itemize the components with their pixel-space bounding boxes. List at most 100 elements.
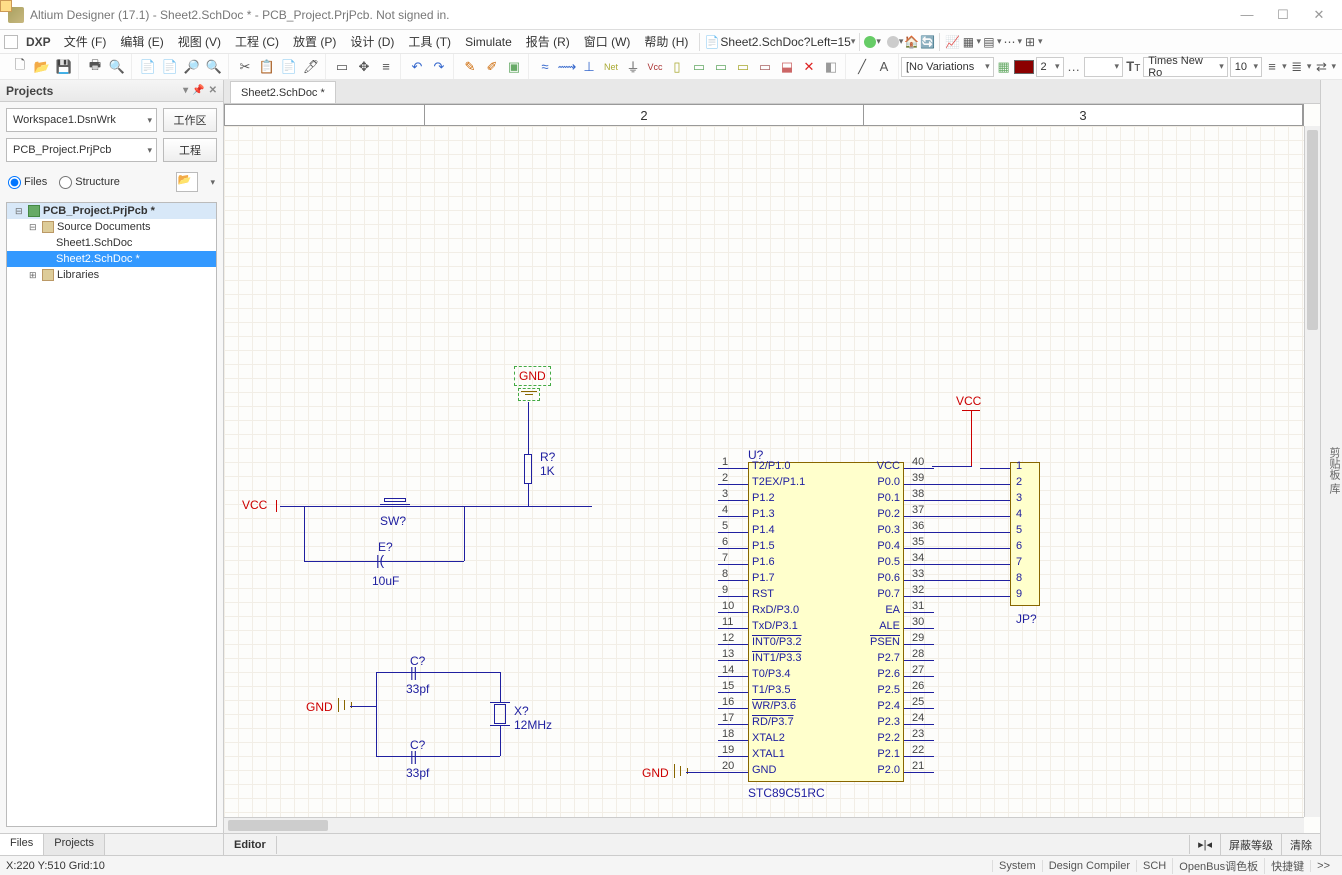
bus-icon[interactable]: ⟿: [557, 57, 577, 77]
more-icon[interactable]: ⋯: [1002, 34, 1018, 50]
stamp-icon[interactable]: 🖊: [301, 57, 321, 77]
project-button[interactable]: 工程: [163, 138, 217, 162]
status-shortcuts[interactable]: 快捷键: [1264, 858, 1310, 874]
editor-tab[interactable]: Editor: [224, 836, 277, 854]
refresh-icon[interactable]: 🔄: [919, 34, 935, 50]
clear-button[interactable]: 清除: [1281, 834, 1320, 856]
t3-icon[interactable]: ▣: [504, 57, 524, 77]
new-icon[interactable]: 🗋: [10, 57, 30, 77]
right-dock-strip[interactable]: 剪贴板 库: [1320, 80, 1342, 855]
doc1-icon[interactable]: 📄: [138, 57, 158, 77]
panel-tab-files[interactable]: Files: [0, 834, 44, 855]
panel-close-icon[interactable]: ✕: [209, 85, 217, 96]
vertical-scrollbar[interactable]: [1304, 126, 1320, 817]
lbl-net-icon[interactable]: Net: [601, 57, 621, 77]
vcc-top-label[interactable]: VCC: [956, 394, 981, 408]
select-icon[interactable]: ▭: [332, 57, 352, 77]
crystal[interactable]: [494, 704, 506, 724]
menu-project[interactable]: 工程 (C): [228, 33, 286, 50]
sheet-icon[interactable]: ▭: [689, 57, 709, 77]
empty-combo[interactable]: [1084, 57, 1123, 77]
part-icon[interactable]: ▯: [667, 57, 687, 77]
vcc-label-left[interactable]: VCC: [242, 498, 267, 512]
t1-icon[interactable]: ✎: [460, 57, 480, 77]
cut-icon[interactable]: ✂: [235, 57, 255, 77]
spacing-icon[interactable]: ⇄: [1313, 57, 1329, 77]
line-icon[interactable]: ╱: [852, 57, 872, 77]
p3-icon[interactable]: ◧: [821, 57, 841, 77]
chart-icon[interactable]: 📈: [944, 34, 960, 50]
fontsize-combo[interactable]: 10: [1230, 57, 1262, 77]
color-swatch[interactable]: [1014, 60, 1034, 74]
panel-tab-projects[interactable]: Projects: [44, 834, 105, 855]
status-dot-grey-icon[interactable]: [887, 36, 899, 48]
menu-view[interactable]: 视图 (V): [171, 33, 228, 50]
t2-icon[interactable]: ✐: [482, 57, 502, 77]
align-icon[interactable]: ≡: [376, 57, 396, 77]
connector-jp[interactable]: [1010, 462, 1040, 606]
mask-level-button[interactable]: 屏蔽等级: [1220, 834, 1281, 856]
menu-edit[interactable]: 编辑 (E): [113, 33, 170, 50]
maximize-button[interactable]: ☐: [1274, 7, 1292, 23]
port-icon[interactable]: ▭: [711, 57, 731, 77]
p1-icon[interactable]: ▭: [755, 57, 775, 77]
schematic-canvas[interactable]: 2 3 GND R? 1K VCC: [224, 104, 1320, 833]
menu-simulate[interactable]: Simulate: [458, 35, 519, 49]
project-tree[interactable]: ⊟PCB_Project.PrjPcb * ⊟Source Documents …: [6, 202, 217, 827]
copy-icon[interactable]: 📋: [257, 57, 277, 77]
net-icon[interactable]: ⊥: [579, 57, 599, 77]
wire-icon[interactable]: ≈: [535, 57, 555, 77]
panel-pin-icon[interactable]: 📌: [192, 85, 204, 96]
text-icon[interactable]: A: [874, 57, 894, 77]
menu-file[interactable]: 文件 (F): [57, 33, 114, 50]
undo-icon[interactable]: ↶: [407, 57, 427, 77]
layers-icon[interactable]: ▤: [981, 34, 997, 50]
tree-sheet2[interactable]: Sheet2.SchDoc *: [56, 253, 140, 265]
board-icon[interactable]: ▦: [996, 57, 1012, 77]
harness-icon[interactable]: ▭: [733, 57, 753, 77]
menu-help[interactable]: 帮助 (H): [637, 33, 695, 50]
redo-icon[interactable]: ↷: [429, 57, 449, 77]
dxp-menu[interactable]: DXP: [20, 35, 57, 49]
resistor[interactable]: [524, 454, 532, 484]
status-openbus[interactable]: OpenBus调色板: [1172, 858, 1264, 874]
menu-window[interactable]: 窗口 (W): [577, 33, 638, 50]
tree-sheet1[interactable]: Sheet1.SchDoc: [56, 237, 132, 249]
num-combo[interactable]: 2: [1036, 57, 1064, 77]
gnd-bot-label[interactable]: GND: [642, 766, 669, 780]
gnd-icon[interactable]: ⏚: [623, 57, 643, 77]
switch[interactable]: [380, 498, 410, 506]
gnd-left-label[interactable]: GND: [306, 700, 333, 714]
align-mid-icon[interactable]: ≣: [1289, 57, 1305, 77]
radio-structure[interactable]: Structure: [59, 176, 120, 189]
doc2-icon[interactable]: 📄: [160, 57, 180, 77]
radio-files[interactable]: Files: [8, 176, 47, 189]
ellipsis-icon[interactable]: …: [1066, 57, 1082, 77]
tree-libraries[interactable]: Libraries: [57, 269, 99, 281]
tt-icon[interactable]: 𝐓ᴛ: [1125, 57, 1141, 77]
menu-place[interactable]: 放置 (P): [286, 33, 343, 50]
vcc-icon[interactable]: Vcc: [645, 57, 665, 77]
menu-tools[interactable]: 工具 (T): [401, 33, 458, 50]
menu-design[interactable]: 设计 (D): [343, 33, 401, 50]
status-sch[interactable]: SCH: [1136, 860, 1172, 872]
status-design-compiler[interactable]: Design Compiler: [1042, 860, 1136, 872]
tree-source-docs[interactable]: Source Documents: [57, 221, 151, 233]
paste-icon[interactable]: 📄: [279, 57, 299, 77]
polarized-cap[interactable]: | (: [376, 552, 382, 568]
open-icon[interactable]: 📂: [32, 57, 52, 77]
move-icon[interactable]: ✥: [354, 57, 374, 77]
gnd-label-top[interactable]: GND: [514, 366, 551, 386]
status-system[interactable]: System: [992, 860, 1042, 872]
horizontal-scrollbar[interactable]: [224, 817, 1304, 833]
nav-icon[interactable]: ▸|◂: [1189, 835, 1220, 854]
workspace-combo[interactable]: Workspace1.DsnWrk: [6, 108, 157, 132]
home-icon[interactable]: 🏠: [903, 34, 919, 50]
panel-menu-icon[interactable]: ▾: [183, 85, 188, 96]
status-more[interactable]: >>: [1310, 860, 1336, 872]
tree-project[interactable]: PCB_Project.PrjPcb *: [43, 205, 155, 217]
doc-tab-sheet2[interactable]: Sheet2.SchDoc *: [230, 81, 336, 103]
workspace-button[interactable]: 工作区: [163, 108, 217, 132]
preview-icon[interactable]: 🔍: [107, 57, 127, 77]
font-combo[interactable]: Times New Ro: [1143, 57, 1228, 77]
